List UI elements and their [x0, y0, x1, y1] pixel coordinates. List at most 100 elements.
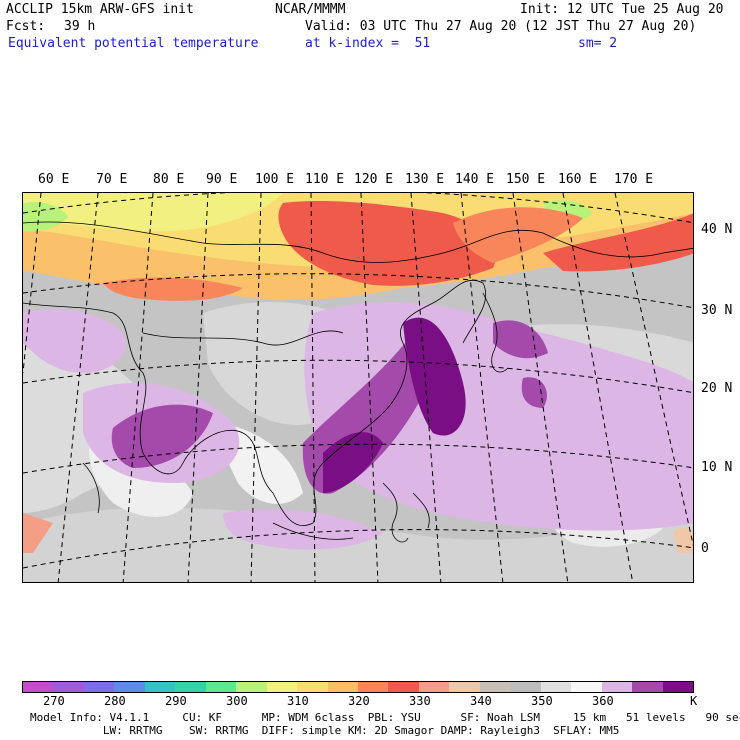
colorbar [22, 681, 694, 693]
longitude-line [460, 193, 504, 582]
longitude-line [250, 193, 262, 582]
purple-core [521, 377, 547, 408]
coastlines [23, 221, 693, 543]
lat-label: 30 N [701, 303, 733, 318]
purple-core [493, 320, 548, 359]
map-panel [22, 192, 694, 583]
forecast-label: Fcst: [6, 19, 46, 34]
coastline [82, 462, 100, 514]
colorbar-tick: 360 [592, 694, 614, 708]
lat-label: 20 N [701, 381, 733, 396]
longitude-line [187, 193, 209, 582]
colorbar-swatch [510, 682, 541, 692]
longitude-line [360, 193, 379, 582]
border [23, 221, 693, 263]
hot-band [453, 207, 583, 263]
colorbar-tick: 320 [348, 694, 370, 708]
model-info-line1: Model Info: V4.1.1 CU: KF MP: WDM 6class… [30, 711, 740, 724]
lat-label: 0 [701, 541, 709, 556]
colorbar-tick: 340 [470, 694, 492, 708]
colorbar-swatch [479, 682, 511, 692]
colorbar-tick: 350 [531, 694, 553, 708]
longitude-line [122, 193, 154, 582]
colorbar-tick: 280 [104, 694, 126, 708]
colorbar-swatch [175, 682, 206, 692]
lon-label: 170 E [614, 172, 654, 187]
warm-patch [23, 201, 68, 232]
lat-label: 10 N [701, 460, 733, 475]
coastline [482, 292, 509, 373]
colorbar-swatch [449, 682, 480, 692]
colorbar-swatch [297, 682, 328, 692]
colorbar-tick: 330 [409, 694, 431, 708]
coastline [382, 482, 409, 543]
forecast-hours: 39 h [64, 19, 96, 34]
colorbar-swatch [83, 682, 115, 692]
colorbar-swatch [53, 682, 84, 692]
colorbar-swatch [114, 682, 145, 692]
purple-core [403, 317, 466, 436]
hot-band [103, 277, 243, 301]
colorbar-swatch [357, 682, 389, 692]
colorbar-swatch [540, 682, 572, 692]
longitude-line [562, 193, 634, 582]
lon-label: 90 E [206, 172, 238, 187]
lon-label: 100 E [255, 172, 295, 187]
colorbar-swatch [236, 682, 267, 692]
latitude-line [23, 359, 693, 394]
lon-label: 110 E [305, 172, 345, 187]
colorbar-swatch [632, 682, 663, 692]
latitude-line [23, 273, 693, 309]
lon-label: 60 E [38, 172, 70, 187]
lon-label: 120 E [354, 172, 394, 187]
longitude-line [614, 193, 693, 547]
lat-label: 40 N [701, 222, 733, 237]
lon-label: 140 E [455, 172, 495, 187]
longitude-line [410, 193, 442, 582]
colorbar-swatch [144, 682, 176, 692]
lon-label: 150 E [506, 172, 546, 187]
longitude-line [512, 193, 569, 582]
colorbar-swatch [266, 682, 298, 692]
smoothing-label: sm= 2 [578, 36, 618, 51]
colorbar-swatch [23, 682, 54, 692]
lon-label: 80 E [153, 172, 185, 187]
level-index: at k-index = 51 [305, 36, 431, 51]
colorbar-swatch [601, 682, 633, 692]
purple-core [111, 404, 213, 468]
hot-band [543, 213, 693, 272]
lon-label: 70 E [96, 172, 128, 187]
lon-label: 130 E [405, 172, 445, 187]
white-field [221, 423, 303, 504]
org-label: NCAR/MMMM [275, 2, 346, 17]
longitude-line [57, 193, 99, 582]
hot-band [278, 201, 496, 286]
lilac-region [23, 309, 126, 373]
colorbar-swatch [205, 682, 237, 692]
colorbar-swatch [571, 682, 602, 692]
colorbar-swatch [327, 682, 358, 692]
colorbar-unit: K [690, 694, 698, 708]
valid-time: Valid: 03 UTC Thu 27 Aug 20 (12 JST Thu … [305, 19, 697, 34]
latitude-line [23, 529, 693, 569]
longitude-line [23, 193, 42, 374]
coastline [23, 279, 487, 526]
colorbar-swatch [388, 682, 419, 692]
hot-patch [23, 513, 53, 553]
init-time: Init: 12 UTC Tue 25 Aug 20 [520, 2, 724, 17]
colorbar-swatch [662, 682, 693, 692]
graticule [23, 193, 693, 582]
latitude-line [23, 443, 693, 474]
colorbar-tick: 270 [43, 694, 65, 708]
colorbar-tick: 290 [165, 694, 187, 708]
warm-band [23, 193, 283, 232]
purple-core [323, 432, 383, 493]
latitude-line [23, 193, 693, 224]
coastline [412, 492, 430, 529]
model-info-line2: LW: RRTMG SW: RRTMG DIFF: simple KM: 2D … [30, 724, 620, 737]
border [142, 330, 344, 346]
lon-label: 160 E [558, 172, 598, 187]
colorbar-swatch [418, 682, 450, 692]
model-title: ACCLIP 15km ARW-GFS init [6, 2, 194, 17]
colorbar-tick: 310 [287, 694, 309, 708]
